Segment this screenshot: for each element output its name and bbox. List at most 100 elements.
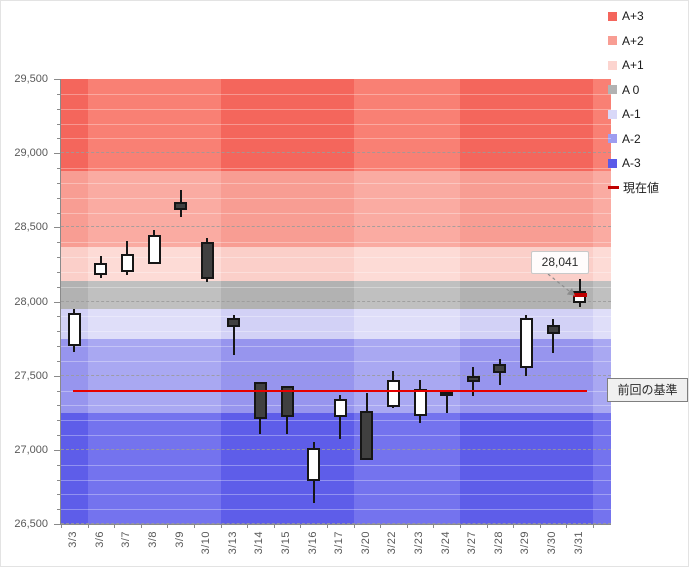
candle-3-24	[440, 391, 454, 397]
y-axis-minor-tick	[57, 494, 60, 496]
y-axis-major-tick	[54, 153, 60, 155]
zone-band-week-shade	[459, 79, 593, 171]
legend-label: A+3	[622, 9, 644, 23]
minor-gridline	[61, 464, 611, 466]
x-axis-tick	[114, 524, 116, 528]
candle-3-17	[333, 399, 347, 418]
legend-label: A 0	[622, 82, 640, 97]
x-axis-tick	[167, 524, 169, 528]
y-axis-major-tick	[54, 524, 60, 525]
x-axis-label: 3/9	[173, 531, 186, 548]
candle-3-16	[307, 448, 321, 481]
x-axis-tick	[140, 524, 142, 528]
candle-3-28	[493, 363, 507, 373]
minor-gridline	[61, 257, 611, 258]
legend-item-2: A+2	[608, 31, 644, 51]
y-axis-minor-tick	[57, 93, 60, 95]
x-axis-tick	[513, 524, 515, 528]
current-value-callout: 28,041	[531, 251, 589, 274]
x-axis-label: 3/8	[147, 531, 160, 548]
candle-3-20	[360, 411, 374, 461]
y-axis-major-tick	[54, 375, 60, 377]
candle-3-27	[466, 375, 480, 382]
minor-gridline	[61, 197, 611, 199]
y-axis-minor-tick	[57, 138, 60, 140]
legend-label: A-2	[622, 131, 641, 146]
candle-3-3	[67, 313, 81, 346]
x-axis-label: 3/14	[253, 531, 266, 555]
current-value-dash-icon	[608, 186, 619, 189]
zone-band-A+1	[61, 246, 611, 281]
x-axis-label: 3/6	[93, 531, 106, 548]
minor-gridline	[61, 509, 611, 511]
y-axis-minor-tick	[57, 182, 60, 184]
x-axis-tick	[61, 524, 62, 528]
y-axis-minor-tick	[57, 212, 60, 214]
x-axis-tick	[380, 524, 382, 528]
x-axis-tick	[459, 524, 461, 528]
legend-label: A+2	[622, 33, 644, 48]
y-axis-label: 27,500	[14, 369, 48, 382]
x-axis-tick	[220, 524, 222, 528]
legend-label: A-1	[622, 107, 641, 121]
minor-gridline	[61, 182, 611, 184]
major-gridline	[61, 374, 611, 376]
candle-3-27-wick	[472, 366, 475, 397]
candle-3-13	[227, 317, 241, 327]
zone-band-week-shade	[61, 79, 88, 171]
x-axis-tick	[193, 524, 195, 528]
candle-3-7	[120, 254, 134, 272]
minor-gridline	[61, 108, 611, 110]
y-axis-minor-tick	[57, 331, 60, 333]
y-axis-minor-tick	[57, 346, 60, 347]
legend-label: A+1	[622, 58, 644, 72]
plot-area	[61, 79, 611, 524]
x-axis-tick	[353, 524, 355, 528]
y-axis-line	[60, 79, 61, 524]
x-axis-tick	[300, 524, 302, 528]
x-axis-tick	[247, 524, 249, 528]
minor-gridline	[61, 286, 611, 288]
x-axis-tick	[486, 524, 488, 528]
candle-3-14	[253, 381, 267, 419]
x-axis-tick	[592, 524, 594, 528]
y-axis-minor-tick	[57, 197, 60, 199]
y-axis-label: 28,500	[14, 221, 48, 234]
zone-band-week-shade	[61, 170, 88, 247]
y-axis-minor-tick	[57, 360, 60, 362]
y-axis-minor-tick	[57, 464, 60, 466]
candle-3-29	[519, 317, 533, 369]
x-axis-label: 3/13	[226, 531, 239, 555]
x-axis-tick	[273, 524, 275, 528]
candle-3-17-wick	[339, 394, 342, 440]
zone-band-week-shade	[220, 79, 354, 171]
legend-color-swatch-icon	[608, 36, 617, 45]
y-axis-minor-tick	[57, 286, 60, 288]
minor-gridline	[61, 93, 611, 95]
x-axis-label: 3/7	[120, 531, 133, 548]
x-axis-label: 3/16	[306, 531, 319, 555]
x-axis-label: 3/17	[333, 531, 346, 555]
zone-band-week-shade	[459, 412, 593, 524]
x-axis-label: 3/15	[280, 531, 293, 555]
minor-gridline	[61, 435, 611, 436]
minor-gridline	[61, 494, 611, 496]
minor-gridline	[61, 316, 611, 318]
y-axis-label: 28,000	[14, 295, 48, 308]
y-axis-minor-tick	[57, 405, 60, 407]
candle-3-6	[94, 262, 108, 275]
legend-color-swatch-icon	[608, 85, 617, 94]
candle-3-30-wick	[552, 319, 555, 354]
x-axis-label: 3/29	[519, 531, 532, 555]
x-axis-label: 3/3	[67, 531, 80, 548]
x-axis-label: 3/10	[200, 531, 213, 555]
y-axis-minor-tick	[57, 242, 60, 244]
zone-band-A-3	[61, 412, 611, 524]
legend-color-swatch-icon	[608, 60, 617, 70]
candle-3-9	[174, 202, 188, 210]
x-axis-label: 3/27	[466, 531, 479, 555]
y-axis-major-tick	[54, 79, 60, 80]
y-axis-minor-tick	[57, 108, 60, 110]
y-axis-minor-tick	[57, 257, 60, 258]
legend-label: 現在値	[623, 181, 660, 195]
